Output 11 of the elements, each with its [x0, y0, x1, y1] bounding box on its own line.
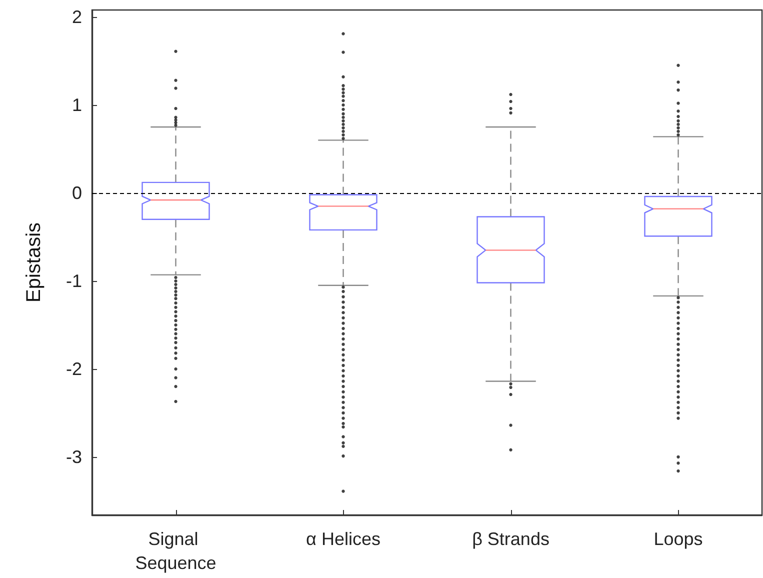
y-tick-label: -2 [66, 358, 82, 379]
y-tick-label: 1 [72, 95, 82, 116]
x-tick-label: Loops [654, 529, 703, 549]
x-tick-label: α Helices [306, 529, 380, 549]
y-tick-label: -1 [66, 270, 82, 291]
y-tick-label: 2 [72, 7, 82, 28]
y-tick-label: -3 [66, 446, 82, 467]
x-tick-label: Signal Sequence [135, 529, 216, 573]
y-axis-title: Epistasis [23, 222, 45, 303]
x-tick-label: β Strands [472, 529, 550, 549]
y-tick-label: 0 [72, 182, 82, 203]
